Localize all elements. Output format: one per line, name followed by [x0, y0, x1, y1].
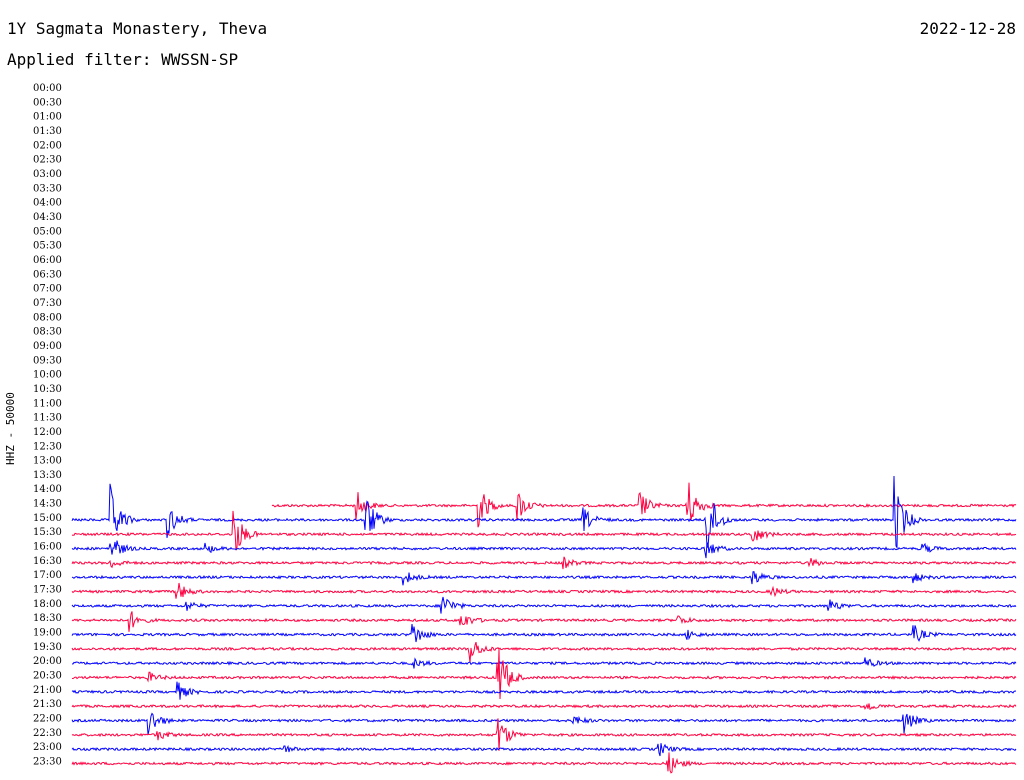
tick-label: 06:30	[33, 269, 62, 280]
tick-label: 23:30	[33, 757, 62, 768]
tick-label: 17:30	[33, 585, 62, 596]
trace-1600	[71, 540, 1017, 559]
tick-label: 14:00	[33, 484, 62, 495]
trace-2000	[71, 657, 1017, 669]
trace-2200	[71, 712, 1016, 735]
trace-2230	[71, 718, 1017, 751]
trace-1730	[71, 582, 1017, 599]
tick-label: 01:30	[33, 126, 62, 137]
tick-label: 16:00	[33, 542, 62, 553]
tick-label: 22:30	[33, 728, 62, 739]
tick-label: 14:30	[33, 499, 62, 510]
tick-label: 22:00	[33, 714, 62, 725]
tick-label: 13:00	[33, 456, 62, 467]
tick-label: 23:00	[33, 742, 62, 753]
trace-1930	[71, 641, 1017, 663]
tick-label: 00:30	[33, 97, 62, 108]
tick-label: 20:30	[33, 671, 62, 682]
tick-label: 21:00	[33, 685, 62, 696]
trace-1900	[71, 624, 1017, 643]
tick-label: 19:00	[33, 628, 62, 639]
tick-label: 07:30	[33, 298, 62, 309]
tick-label: 18:00	[33, 599, 62, 610]
tick-label: 01:00	[33, 112, 62, 123]
tick-label: 06:00	[33, 255, 62, 266]
time-tick-labels: 00:00 00:30 01:00 01:30 02:00 02:30 03:00 03:30…	[33, 83, 62, 768]
trace-1430	[271, 482, 1017, 528]
tick-label: 11:00	[33, 398, 62, 409]
tick-label: 18:30	[33, 613, 62, 624]
trace-1800	[71, 596, 1017, 614]
tick-label: 02:00	[33, 140, 62, 151]
tick-label: 08:30	[33, 327, 62, 338]
trace-2130	[71, 703, 1017, 711]
tick-label: 10:30	[33, 384, 62, 395]
tick-label: 21:30	[33, 699, 62, 710]
tick-label: 11:30	[33, 413, 62, 424]
tick-label: 12:00	[33, 427, 62, 438]
tick-label: 16:30	[33, 556, 62, 567]
tick-label: 19:30	[33, 642, 62, 653]
tick-label: 02:30	[33, 155, 62, 166]
tick-label: 10:00	[33, 370, 62, 381]
tick-label: 09:30	[33, 355, 62, 366]
tick-label: 17:00	[33, 570, 62, 581]
tick-label: 15:30	[33, 527, 62, 538]
tick-label: 04:00	[33, 198, 62, 209]
tick-label: 20:00	[33, 656, 62, 667]
trace-2100	[71, 681, 1017, 700]
trace-1530	[71, 510, 1017, 551]
trace-2330	[71, 752, 1017, 774]
tick-label: 03:00	[33, 169, 62, 180]
station-title: 1Y Sagmata Monastery, Theva	[7, 19, 268, 38]
trace-1630	[71, 556, 1017, 570]
filter-label: Applied filter: WWSSN-SP	[7, 50, 239, 69]
tick-label: 00:00	[33, 83, 62, 94]
trace-2030	[71, 649, 1017, 700]
trace-1830	[71, 611, 1017, 632]
seismic-traces	[71, 475, 1017, 774]
trace-1500	[71, 475, 1017, 550]
trace-2300	[71, 743, 1017, 757]
tick-label: 09:00	[33, 341, 62, 352]
tick-label: 05:00	[33, 226, 62, 237]
tick-label: 04:30	[33, 212, 62, 223]
tick-label: 13:30	[33, 470, 62, 481]
tick-label: 05:30	[33, 241, 62, 252]
tick-label: 03:30	[33, 183, 62, 194]
date-label: 2022-12-28	[919, 19, 1016, 38]
trace-1700	[71, 571, 1017, 586]
tick-label: 15:00	[33, 513, 62, 524]
tick-label: 12:30	[33, 441, 62, 452]
tick-label: 08:00	[33, 312, 62, 323]
tick-label: 07:00	[33, 284, 62, 295]
